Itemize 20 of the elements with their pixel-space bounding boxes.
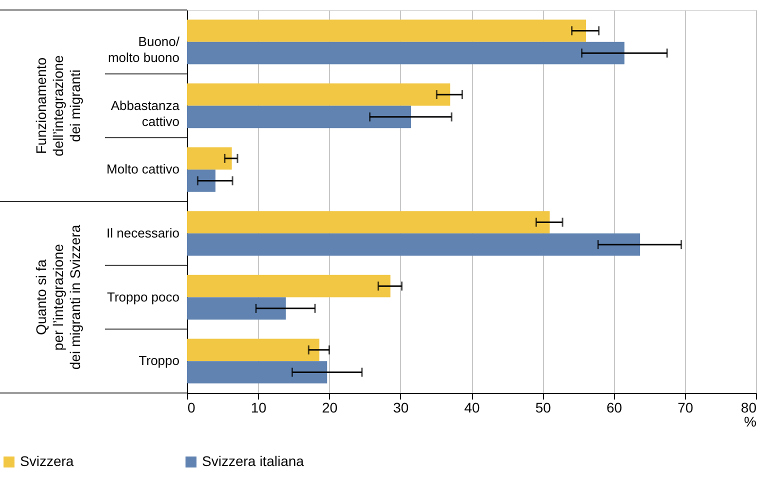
x-tick-label: 50 (535, 400, 552, 416)
x-tick-label: 70 (678, 400, 694, 416)
y-tick-label: Troppo poco (106, 289, 180, 304)
legend-label: Svizzera (20, 453, 74, 469)
x-tick-label: 10 (250, 400, 267, 416)
y-tick-label: Troppo (138, 353, 180, 368)
y-tick-label: Abbastanza cattivo (110, 98, 180, 129)
x-tick-label: 60 (606, 400, 622, 416)
y-tick-label: Molto cattivo (106, 162, 180, 177)
text: Quanto si fa per l’integrazione dei migranti in Svizzera (33, 224, 83, 370)
x-tick-label: 30 (393, 400, 409, 416)
text: Funzionamento dell’integrazione dei migranti (33, 54, 83, 156)
x-tick-label: 80 (740, 400, 757, 416)
legend-label: Svizzera italiana (202, 453, 304, 469)
x-tick-label: 40 (464, 400, 480, 416)
x-axis-title: % (744, 414, 756, 430)
x-tick-label: 20 (322, 400, 338, 416)
y-tick-label: Buono/ molto buono (108, 34, 180, 65)
y-tick-label: Il necessario (106, 225, 180, 240)
x-tick-label: 0 (188, 400, 196, 416)
